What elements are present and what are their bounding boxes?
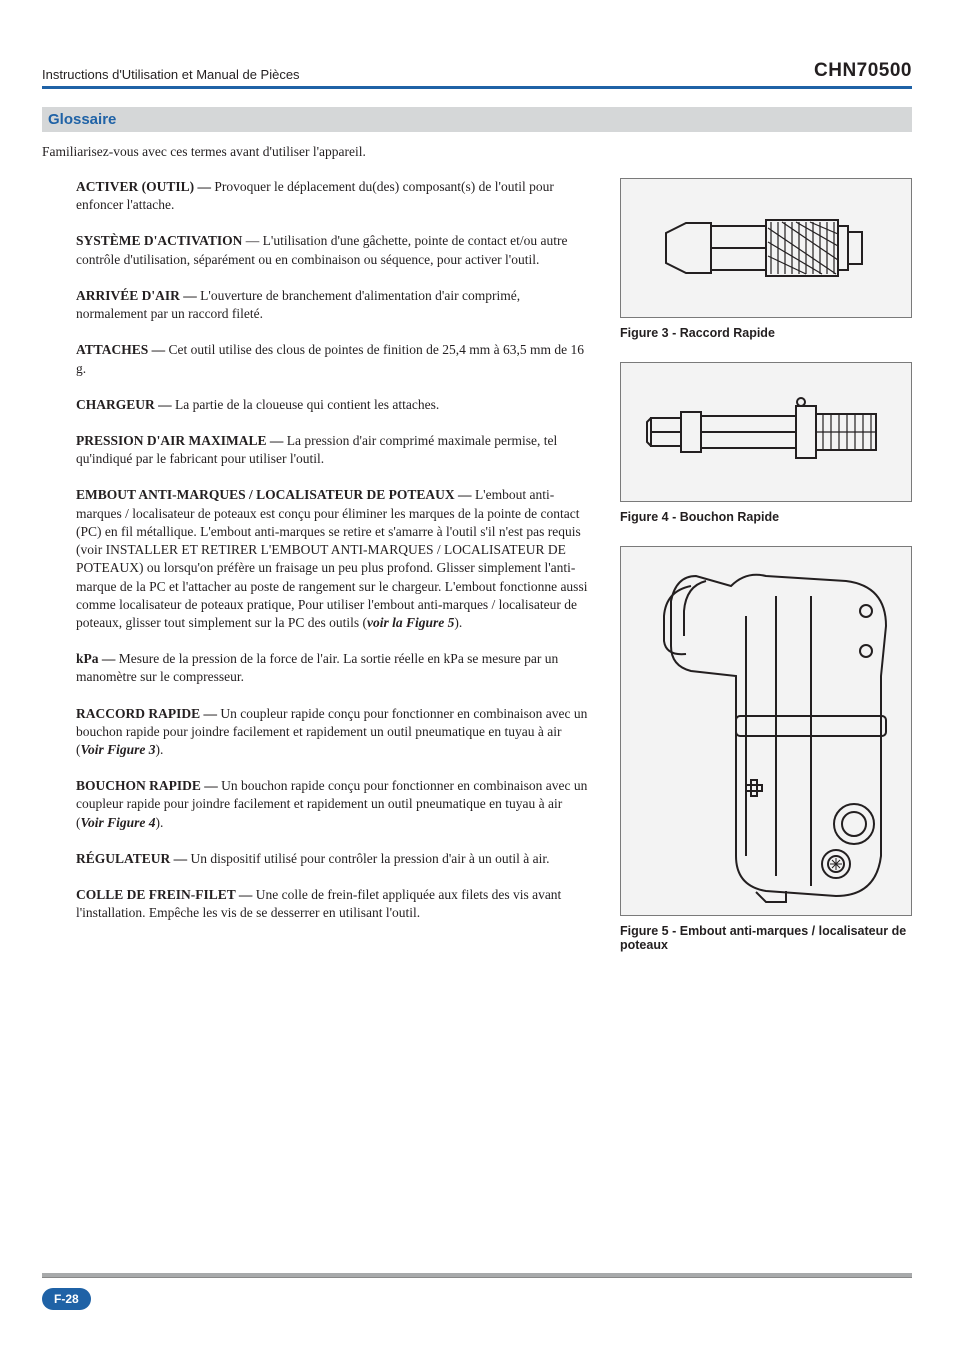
model-number: CHN70500 (814, 60, 912, 82)
term-label: SYSTÈME D'ACTIVATION (76, 233, 242, 248)
quick-coupler-icon (656, 208, 876, 288)
glossary-term: ARRIVÉE D'AIR — L'ouverture de brancheme… (76, 287, 592, 323)
glossary-term: ATTACHES — Cet outil utilise des clous d… (76, 341, 592, 377)
term-label: RÉGULATEUR — (76, 851, 191, 866)
glossary-term: CHARGEUR — La partie de la cloueuse qui … (76, 396, 592, 414)
intro-text: Familiarisez-vous avec ces termes avant … (42, 144, 912, 160)
page-footer: F-28 (42, 1273, 912, 1310)
glossary-term: COLLE DE FREIN-FILET — Une colle de frei… (76, 886, 592, 922)
section-title: Glossaire (42, 107, 912, 132)
term-label: kPa — (76, 651, 119, 666)
figure-5-box (620, 546, 912, 916)
figure-5-caption: Figure 5 - Embout anti-marques / localis… (620, 924, 912, 952)
glossary-term: ACTIVER (OUTIL) — Provoquer le déplaceme… (76, 178, 592, 214)
term-label: CHARGEUR — (76, 397, 175, 412)
figures-column: Figure 3 - Raccord Rapide (620, 178, 912, 974)
figure-3-caption: Figure 3 - Raccord Rapide (620, 326, 912, 340)
glossary-term: SYSTÈME D'ACTIVATION — L'utilisation d'u… (76, 232, 592, 268)
term-label: EMBOUT ANTI-MARQUES / LOCALISATEUR DE PO… (76, 487, 475, 502)
term-label: ARRIVÉE D'AIR — (76, 288, 200, 303)
figure-4-caption: Figure 4 - Bouchon Rapide (620, 510, 912, 524)
glossary-term: BOUCHON RAPIDE — Un bouchon rapide conçu… (76, 777, 592, 832)
glossary-term: PRESSION D'AIR MAXIMALE — La pression d'… (76, 432, 592, 468)
term-label: COLLE DE FREIN-FILET — (76, 887, 256, 902)
glossary-term: RACCORD RAPIDE — Un coupleur rapide conç… (76, 705, 592, 760)
term-reference: Voir Figure 4 (81, 815, 156, 830)
term-reference: Voir Figure 3 (81, 742, 156, 757)
footer-rule (42, 1273, 912, 1278)
glossary-column: ACTIVER (OUTIL) — Provoquer le déplaceme… (42, 178, 592, 974)
page-number-badge: F-28 (42, 1288, 91, 1310)
no-mar-tip-icon (636, 556, 896, 906)
figure-3-box (620, 178, 912, 318)
glossary-term: kPa — Mesure de la pression de la force … (76, 650, 592, 686)
glossary-term: RÉGULATEUR — Un dispositif utilisé pour … (76, 850, 592, 868)
page-header: Instructions d'Utilisation et Manual de … (42, 60, 912, 89)
quick-plug-icon (641, 392, 891, 472)
glossary-term: EMBOUT ANTI-MARQUES / LOCALISATEUR DE PO… (76, 486, 592, 632)
term-label: RACCORD RAPIDE — (76, 706, 220, 721)
term-reference: voir la Figure 5 (367, 615, 454, 630)
term-label: PRESSION D'AIR MAXIMALE — (76, 433, 287, 448)
figure-4-box (620, 362, 912, 502)
term-label: BOUCHON RAPIDE — (76, 778, 221, 793)
term-label: ACTIVER (OUTIL) — (76, 179, 214, 194)
term-label: ATTACHES — (76, 342, 169, 357)
header-left-text: Instructions d'Utilisation et Manual de … (42, 67, 300, 82)
